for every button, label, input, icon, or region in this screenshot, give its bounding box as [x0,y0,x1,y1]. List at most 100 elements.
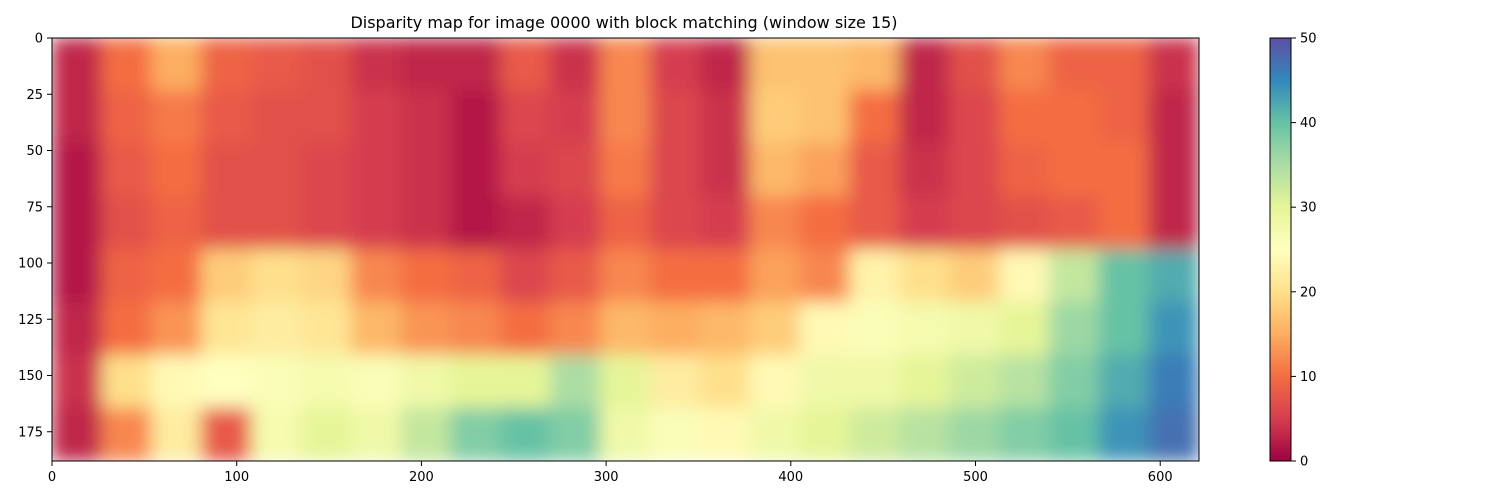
heatmap-cell [500,196,552,251]
heatmap-cell [749,249,801,303]
heatmap-cell [799,249,851,303]
heatmap-cell [400,249,452,303]
heatmap-cell [201,354,252,409]
heatmap-cell [699,301,751,356]
colorbar-tick-label: 30 [1300,201,1317,216]
heatmap-cell [450,143,502,198]
heatmap-cell [999,407,1050,461]
heatmap-cell [749,354,801,409]
colorbar-tick-label: 20 [1300,285,1317,300]
colorbar-tick-label: 10 [1300,370,1317,385]
heatmap-cell [649,354,701,409]
heatmap-cell [1098,354,1150,409]
heatmap-cell [849,38,901,92]
x-axis: 0 100 200 300 400 500 600 [48,461,1173,485]
heatmap-cell [101,38,153,92]
heatmap-cell [649,38,701,92]
heatmap-cell [450,90,502,145]
colorbar-tick-label: 0 [1300,455,1308,470]
x-tick-label: 300 [594,470,619,485]
heatmap-cell [600,143,651,198]
heatmap-cell [1148,301,1199,356]
heatmap-cell [899,354,951,409]
heatmap-cell [1048,143,1100,198]
heatmap-cell [949,38,1001,92]
heatmap-cell [101,407,153,461]
y-tick-label: 0 [35,32,43,47]
heatmap-cell [450,196,502,251]
chart-title: Disparity map for image 0000 with block … [350,13,897,32]
heatmap-cell [250,38,302,92]
heatmap-cell [400,196,452,251]
heatmap-cell [749,301,801,356]
heatmap-cell [400,301,452,356]
heatmap-cell [1048,354,1100,409]
heatmap-cell [550,90,602,145]
heatmap-cell [101,301,153,356]
heatmap-cell [250,249,302,303]
heatmap-cell [699,143,751,198]
heatmap-cell [151,354,203,409]
heatmap-cell [151,407,203,461]
x-tick-label: 400 [778,470,803,485]
heatmap-cell [52,90,103,145]
heatmap-cell [400,38,452,92]
heatmap-cell [899,38,951,92]
heatmap-cell [151,143,203,198]
heatmap-cell [250,143,302,198]
heatmap-cell [450,301,502,356]
heatmap-cell [52,249,103,303]
heatmap-cell [1148,249,1199,303]
heatmap-cell [649,407,701,461]
heatmap-cell [949,196,1001,251]
heatmap-cell [300,249,352,303]
heatmap-cell [1098,301,1150,356]
heatmap-cell [350,301,402,356]
heatmap-cell [550,301,602,356]
heatmap-cell [300,301,352,356]
x-tick-label: 600 [1148,470,1173,485]
heatmap-cell [899,143,951,198]
heatmap-cell [999,38,1050,92]
heatmap-cell [849,249,901,303]
heatmap-cell [1098,90,1150,145]
heatmap-cell [949,301,1001,356]
heatmap-cell [1148,354,1199,409]
heatmap-cell [899,249,951,303]
heatmap-cell [949,249,1001,303]
y-tick-label: 50 [26,144,43,159]
colorbar-axis: 0 10 20 30 40 50 [1291,32,1317,470]
heatmap-cell [300,90,352,145]
heatmap-cell [500,301,552,356]
heatmap-cell [899,90,951,145]
y-tick-label: 175 [18,425,43,440]
heatmap-cell [400,90,452,145]
heatmap-cell [799,407,851,461]
heatmap-cell [1148,196,1199,251]
heatmap-cell [1048,196,1100,251]
y-axis: 0 25 50 75 100 125 150 175 [18,32,52,440]
heatmap-cell [300,407,352,461]
heatmap-cell [749,196,801,251]
heatmap-cell [999,301,1050,356]
heatmap-cell [849,143,901,198]
heatmap-cell [899,196,951,251]
heatmap-cell [649,196,701,251]
heatmap-cell [250,354,302,409]
x-tick-label: 500 [963,470,988,485]
heatmap-cell [101,354,153,409]
heatmap-cell [250,301,302,356]
heatmap-cell [450,249,502,303]
heatmap-cell [999,354,1050,409]
heatmap-cell [849,90,901,145]
heatmap-cell [899,407,951,461]
heatmap-cell [749,38,801,92]
heatmap-cell [550,407,602,461]
heatmap-cell [101,249,153,303]
heatmap-cell [201,301,252,356]
y-tick-label: 150 [18,369,43,384]
heatmap-cell [550,143,602,198]
heatmap-cell [1148,38,1199,92]
heatmap-cell [699,196,751,251]
